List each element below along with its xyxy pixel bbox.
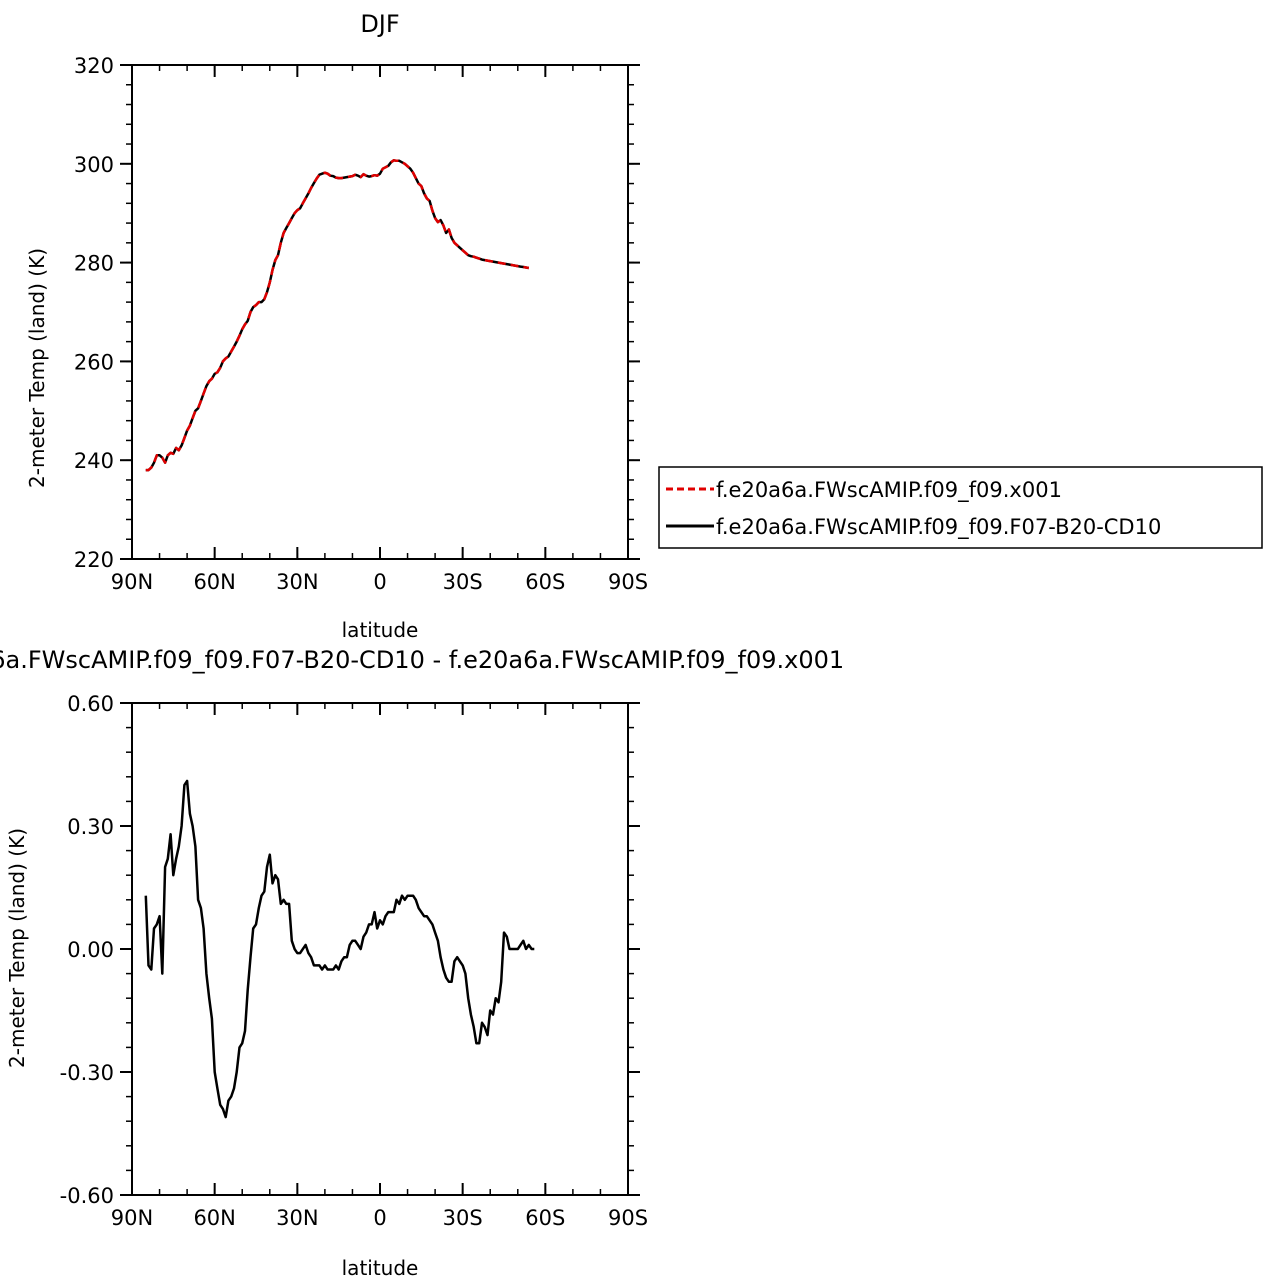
bottom-chart-title: f.e20a6a.FWscAMIP.f09_f09.F07-B20-CD10 -…: [0, 646, 844, 674]
top-chart-frame: [131, 64, 629, 560]
legend-label-2: f.e20a6a.FWscAMIP.f09_f09.F07-B20-CD10: [716, 515, 1161, 540]
bottom-chart-xlabel: latitude: [342, 1256, 419, 1280]
bottom-ytick-label: -0.30: [60, 1061, 114, 1085]
top-series-1-line-0: [145, 159, 530, 472]
top-ytick-label: 260: [74, 350, 114, 374]
top-ytick-label: 300: [74, 153, 114, 177]
legend: f.e20a6a.FWscAMIP.f09_f09.x001 f.e20a6a.…: [658, 466, 1263, 549]
top-series-0-line-0: [145, 159, 530, 472]
top-chart-xlabel: latitude: [342, 618, 419, 642]
top-ytick-label: 320: [74, 54, 114, 78]
legend-label-1: f.e20a6a.FWscAMIP.f09_f09.x001: [716, 478, 1062, 503]
top-xtick-label: 60S: [525, 570, 565, 594]
bottom-ytick-label: 0.00: [67, 938, 114, 962]
bottom-chart: f.e20a6a.FWscAMIP.f09_f09.F07-B20-CD10 -…: [0, 646, 844, 1280]
bottom-xtick-label: 30S: [443, 1206, 483, 1230]
bottom-chart-series: [144, 779, 535, 1119]
top-ytick-label: 240: [74, 449, 114, 473]
top-chart-ticks: 90N 60N 30N 0 30S 60S 90S 220 240 260 280 300 320: [74, 54, 648, 594]
bottom-chart-ylabel: 2-meter Temp (land) (K): [5, 828, 29, 1068]
bottom-xtick-label: 60S: [525, 1206, 565, 1230]
top-xtick-label: 30S: [443, 570, 483, 594]
top-chart-ylabel: 2-meter Temp (land) (K): [25, 248, 49, 488]
top-xtick-label: 90S: [608, 570, 648, 594]
top-chart: DJF 2-meter Temp (land) (K) latitude 90N…: [25, 10, 648, 642]
top-chart-title: DJF: [360, 10, 399, 38]
legend-box: [658, 466, 1263, 549]
bottom-ytick-label: 0.30: [67, 815, 114, 839]
top-xtick-label: 90N: [111, 570, 153, 594]
bottom-xtick-label: 0: [373, 1206, 386, 1230]
top-ytick-label: 220: [74, 548, 114, 572]
bottom-xtick-label: 60N: [193, 1206, 235, 1230]
bottom-ytick-label: 0.60: [67, 692, 114, 716]
bottom-series-0-line-0: [144, 779, 535, 1119]
top-ytick-label: 280: [74, 252, 114, 276]
top-chart-series: [145, 159, 530, 472]
bottom-chart-frame: [131, 702, 629, 1196]
bottom-ytick-label: -0.60: [60, 1184, 114, 1208]
top-xtick-label: 0: [373, 570, 386, 594]
top-xtick-label: 60N: [193, 570, 235, 594]
bottom-xtick-label: 90S: [608, 1206, 648, 1230]
bottom-xtick-label: 90N: [111, 1206, 153, 1230]
bottom-xtick-label: 30N: [276, 1206, 318, 1230]
top-xtick-label: 30N: [276, 570, 318, 594]
